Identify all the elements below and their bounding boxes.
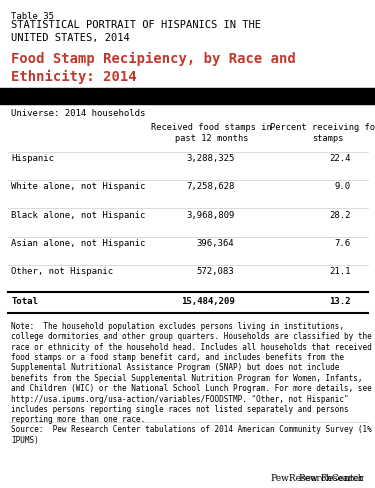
Text: 15,484,209: 15,484,209 — [181, 296, 234, 305]
Text: Hispanic: Hispanic — [11, 154, 54, 163]
Text: Other, not Hispanic: Other, not Hispanic — [11, 267, 113, 276]
Text: 21.1: 21.1 — [329, 267, 351, 276]
Text: White alone, not Hispanic: White alone, not Hispanic — [11, 182, 146, 191]
Text: 9.0: 9.0 — [334, 182, 351, 191]
Text: Food Stamp Recipiency, by Race and
Ethnicity: 2014: Food Stamp Recipiency, by Race and Ethni… — [11, 51, 296, 83]
Text: 3,288,325: 3,288,325 — [186, 154, 234, 163]
Text: 7.6: 7.6 — [334, 239, 351, 247]
Text: Source:  Pew Research Center tabulations of 2014 American Community Survey (1% I: Source: Pew Research Center tabulations … — [11, 425, 372, 444]
Text: Received food stamps in
past 12 months: Received food stamps in past 12 months — [152, 123, 272, 143]
Text: Table 35: Table 35 — [11, 12, 54, 21]
Text: Universe: 2014 households: Universe: 2014 households — [11, 108, 146, 117]
Text: 13.2: 13.2 — [329, 296, 351, 305]
Text: Black alone, not Hispanic: Black alone, not Hispanic — [11, 210, 146, 219]
Text: 396,364: 396,364 — [197, 239, 234, 247]
Text: 572,083: 572,083 — [197, 267, 234, 276]
Text: 28.2: 28.2 — [329, 210, 351, 219]
Text: Note:  The household population excludes persons living in institutions, college: Note: The household population excludes … — [11, 321, 372, 424]
Text: STATISTICAL PORTRAIT OF HISPANICS IN THE
UNITED STATES, 2014: STATISTICAL PORTRAIT OF HISPANICS IN THE… — [11, 20, 261, 42]
Text: 22.4: 22.4 — [329, 154, 351, 163]
Text: Pew Research: Pew Research — [299, 473, 364, 482]
Text: 3,968,809: 3,968,809 — [186, 210, 234, 219]
Text: Total: Total — [11, 296, 38, 305]
Text: Percent receiving food
stamps: Percent receiving food stamps — [270, 123, 375, 143]
Text: Asian alone, not Hispanic: Asian alone, not Hispanic — [11, 239, 146, 247]
Text: 7,258,628: 7,258,628 — [186, 182, 234, 191]
Text: PewResearchCenter: PewResearchCenter — [270, 473, 364, 482]
